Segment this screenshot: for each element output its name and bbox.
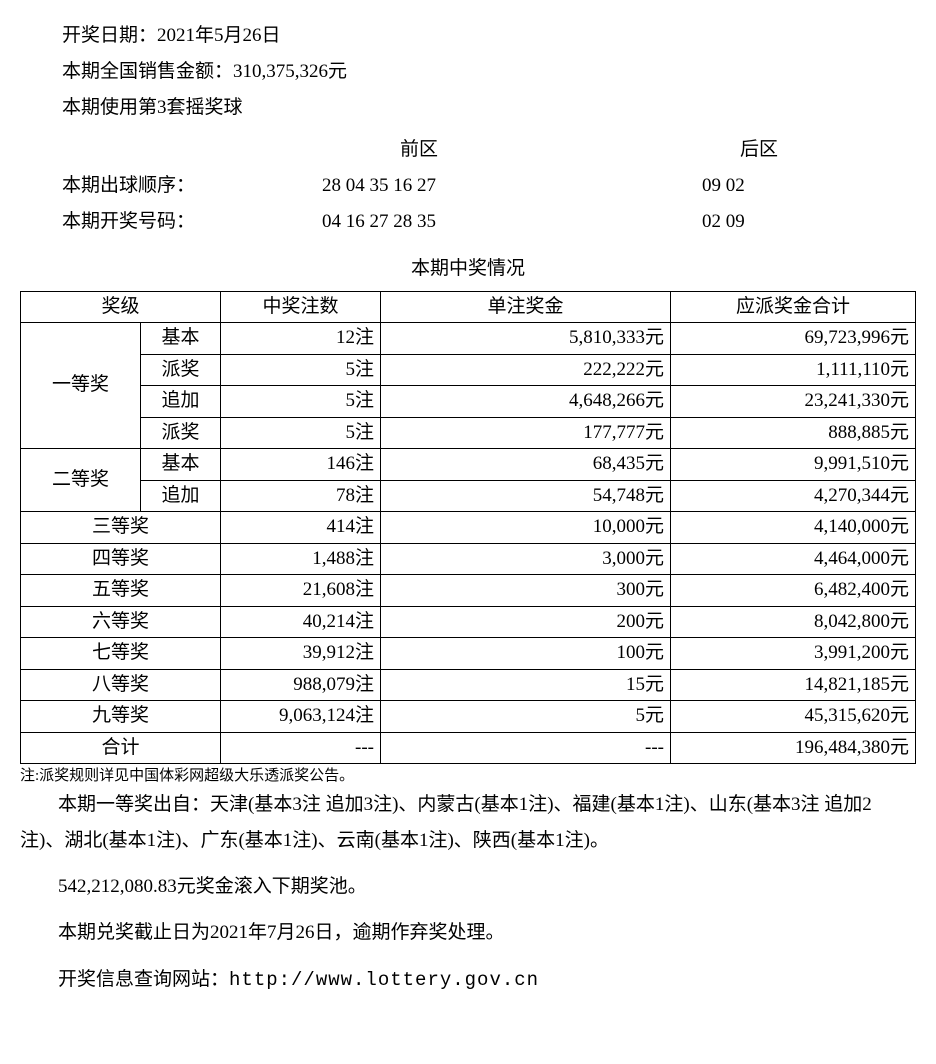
cell-count: 1,488注 <box>221 543 381 575</box>
header-count: 中奖注数 <box>221 291 381 323</box>
cell-total: 4,140,000元 <box>671 512 916 544</box>
winners-paragraph: 本期一等奖出自：天津(基本3注 追加3注)、内蒙古(基本1注)、福建(基本1注)… <box>20 787 916 859</box>
ball-order-label: 本期出球顺序： <box>62 168 322 204</box>
table-row: 二等奖 基本 146注 68,435元 9,991,510元 <box>21 449 916 481</box>
sub-label: 追加 <box>141 386 221 418</box>
section-title: 本期中奖情况 <box>20 251 916 287</box>
cell-total: 6,482,400元 <box>671 575 916 607</box>
cell-single: 300元 <box>381 575 671 607</box>
winning-numbers-back: 02 09 <box>702 204 916 240</box>
ball-order-front: 28 04 35 16 27 <box>322 168 702 204</box>
sub-label: 基本 <box>141 449 221 481</box>
level-label: 六等奖 <box>21 606 221 638</box>
table-row: 八等奖 988,079注 15元 14,821,185元 <box>21 669 916 701</box>
cell-total: 1,111,110元 <box>671 354 916 386</box>
level-label: 九等奖 <box>21 701 221 733</box>
cell-total: 4,270,344元 <box>671 480 916 512</box>
table-row-total: 合计 --- --- 196,484,380元 <box>21 732 916 764</box>
sales-amount-line: 本期全国销售金额：310,375,326元 <box>62 54 916 90</box>
front-area-label: 前区 <box>322 132 702 168</box>
cell-total: 14,821,185元 <box>671 669 916 701</box>
prize-table: 奖级 中奖注数 单注奖金 应派奖金合计 一等奖 基本 12注 5,810,333… <box>20 291 916 765</box>
draw-date-line: 开奖日期：2021年5月26日 <box>62 18 916 54</box>
cell-total: 4,464,000元 <box>671 543 916 575</box>
website-prefix: 开奖信息查询网站： <box>58 969 229 990</box>
cell-total: 69,723,996元 <box>671 323 916 355</box>
table-header-row: 奖级 中奖注数 单注奖金 应派奖金合计 <box>21 291 916 323</box>
cell-count: 21,608注 <box>221 575 381 607</box>
header-total: 应派奖金合计 <box>671 291 916 323</box>
cell-single: 200元 <box>381 606 671 638</box>
cell-single: 10,000元 <box>381 512 671 544</box>
cell-count: 78注 <box>221 480 381 512</box>
table-row: 七等奖 39,912注 100元 3,991,200元 <box>21 638 916 670</box>
level-1-label: 一等奖 <box>21 323 141 449</box>
cell-single: 100元 <box>381 638 671 670</box>
cell-total: 196,484,380元 <box>671 732 916 764</box>
cell-total: 888,885元 <box>671 417 916 449</box>
table-row: 一等奖 基本 12注 5,810,333元 69,723,996元 <box>21 323 916 355</box>
rollover-line: 542,212,080.83元奖金滚入下期奖池。 <box>20 869 916 905</box>
cell-count: --- <box>221 732 381 764</box>
sub-label: 派奖 <box>141 417 221 449</box>
website-line: 开奖信息查询网站：http://www.lottery.gov.cn <box>20 962 916 998</box>
level-label: 八等奖 <box>21 669 221 701</box>
cell-count: 39,912注 <box>221 638 381 670</box>
cell-count: 5注 <box>221 354 381 386</box>
table-row: 三等奖 414注 10,000元 4,140,000元 <box>21 512 916 544</box>
table-row: 派奖 5注 222,222元 1,111,110元 <box>21 354 916 386</box>
cell-total: 23,241,330元 <box>671 386 916 418</box>
table-row: 追加 78注 54,748元 4,270,344元 <box>21 480 916 512</box>
table-row: 派奖 5注 177,777元 888,885元 <box>21 417 916 449</box>
cell-count: 988,079注 <box>221 669 381 701</box>
cell-single: 4,648,266元 <box>381 386 671 418</box>
header-level: 奖级 <box>21 291 221 323</box>
cell-count: 40,214注 <box>221 606 381 638</box>
back-area-label: 后区 <box>702 132 916 168</box>
level-label-total: 合计 <box>21 732 221 764</box>
level-label: 四等奖 <box>21 543 221 575</box>
cell-count: 5注 <box>221 386 381 418</box>
deadline-line: 本期兑奖截止日为2021年7月26日，逾期作弃奖处理。 <box>20 915 916 951</box>
level-label: 五等奖 <box>21 575 221 607</box>
cell-single: --- <box>381 732 671 764</box>
level-2-label: 二等奖 <box>21 449 141 512</box>
cell-single: 5,810,333元 <box>381 323 671 355</box>
table-row: 追加 5注 4,648,266元 23,241,330元 <box>21 386 916 418</box>
level-label: 七等奖 <box>21 638 221 670</box>
cell-single: 68,435元 <box>381 449 671 481</box>
cell-total: 8,042,800元 <box>671 606 916 638</box>
cell-total: 45,315,620元 <box>671 701 916 733</box>
ball-order-back: 09 02 <box>702 168 916 204</box>
winning-numbers-front: 04 16 27 28 35 <box>322 204 702 240</box>
cell-count: 414注 <box>221 512 381 544</box>
header-single: 单注奖金 <box>381 291 671 323</box>
cell-single: 222,222元 <box>381 354 671 386</box>
winning-numbers-label: 本期开奖号码： <box>62 204 322 240</box>
cell-count: 9,063,124注 <box>221 701 381 733</box>
cell-total: 9,991,510元 <box>671 449 916 481</box>
table-row: 六等奖 40,214注 200元 8,042,800元 <box>21 606 916 638</box>
sub-label: 基本 <box>141 323 221 355</box>
cell-single: 177,777元 <box>381 417 671 449</box>
website-url: http://www.lottery.gov.cn <box>229 969 539 991</box>
table-row: 九等奖 9,063,124注 5元 45,315,620元 <box>21 701 916 733</box>
cell-count: 5注 <box>221 417 381 449</box>
cell-single: 3,000元 <box>381 543 671 575</box>
level-label: 三等奖 <box>21 512 221 544</box>
ballset-line: 本期使用第3套摇奖球 <box>62 90 916 126</box>
sub-label: 派奖 <box>141 354 221 386</box>
cell-single: 54,748元 <box>381 480 671 512</box>
cell-single: 5元 <box>381 701 671 733</box>
table-row: 四等奖 1,488注 3,000元 4,464,000元 <box>21 543 916 575</box>
cell-count: 146注 <box>221 449 381 481</box>
cell-count: 12注 <box>221 323 381 355</box>
numbers-block: 前区 后区 本期出球顺序： 28 04 35 16 27 09 02 本期开奖号… <box>62 132 916 240</box>
table-row: 五等奖 21,608注 300元 6,482,400元 <box>21 575 916 607</box>
cell-total: 3,991,200元 <box>671 638 916 670</box>
cell-single: 15元 <box>381 669 671 701</box>
sub-label: 追加 <box>141 480 221 512</box>
footnote: 注:派奖规则详见中国体彩网超级大乐透派奖公告。 <box>20 766 916 787</box>
